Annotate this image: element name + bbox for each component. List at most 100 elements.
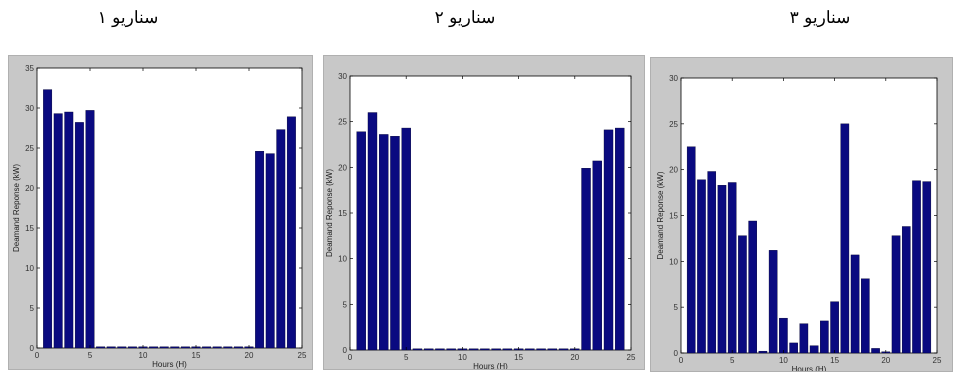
bar-hour-16 — [525, 348, 535, 351]
bar-hour-23 — [276, 129, 286, 349]
x-tick-label: 15 — [514, 353, 523, 362]
bar-hour-21 — [581, 168, 591, 351]
bar-hour-2 — [53, 113, 63, 349]
bar-hour-7 — [106, 346, 116, 349]
chart-panel-2: 0 5 10 15 20 25 0 5 10 15 20 25 30 Hours (H) Deamand R… — [323, 55, 645, 370]
bar-hour-8 — [435, 348, 445, 351]
bar-hour-18 — [223, 346, 233, 349]
bar-hour-8 — [758, 350, 768, 354]
y-tick-label: 5 — [30, 304, 35, 313]
bar-hour-2 — [367, 112, 378, 351]
y-tick-label: 10 — [338, 255, 347, 264]
bar-hour-22 — [592, 160, 602, 351]
y-tick-label: 35 — [25, 64, 34, 73]
x-tick-label: 20 — [245, 351, 254, 360]
x-tick-label: 25 — [933, 356, 942, 365]
bar-hour-5 — [727, 182, 737, 354]
x-tick-label: 25 — [298, 351, 307, 360]
bar-chart-3: 0 5 10 15 20 25 0 5 10 15 20 25 30 Hours (H) Deamand R… — [656, 74, 942, 371]
bar-hour-9 — [768, 250, 778, 354]
y-axis-label: Deamand Reponse (kW) — [656, 171, 665, 259]
bar-hour-16 — [840, 123, 850, 354]
bar-hour-23 — [603, 129, 614, 351]
y-tick-label: 5 — [674, 303, 679, 312]
bar-hour-13 — [170, 346, 180, 349]
y-tick-label: 5 — [343, 300, 348, 309]
bar-hour-15 — [830, 301, 839, 354]
bar-hour-4 — [390, 136, 400, 351]
y-tick-label: 20 — [669, 166, 678, 175]
bar-hour-6 — [96, 346, 106, 349]
bar-hour-24 — [615, 127, 625, 351]
bar-hour-14 — [820, 320, 829, 354]
bar-hour-21 — [891, 235, 901, 354]
x-tick-label: 5 — [404, 353, 409, 362]
x-tick-label: 5 — [730, 356, 735, 365]
x-tick-label: 20 — [881, 356, 890, 365]
bar-hour-6 — [738, 235, 747, 354]
bar-hour-12 — [799, 323, 809, 354]
bar-hour-3 — [379, 134, 389, 351]
bar-hour-7 — [748, 220, 757, 354]
chart-panel-1: 0 5 10 15 20 25 0 5 10 15 20 25 30 35 Hours (H) Deamand… — [8, 55, 313, 370]
bar-hour-13 — [809, 345, 819, 354]
y-tick-label: 20 — [25, 184, 34, 193]
x-tick-label: 10 — [458, 353, 467, 362]
bar-hour-9 — [127, 346, 137, 349]
y-axis-label: Deamand Reponse (kW) — [325, 169, 334, 257]
bar-hour-1 — [686, 146, 696, 354]
x-tick-label: 10 — [139, 351, 148, 360]
bar-hour-14 — [180, 346, 190, 349]
bar-hour-6 — [412, 348, 423, 351]
bar-hour-12 — [480, 348, 490, 351]
bar-hour-22 — [901, 226, 911, 354]
x-tick-label: 15 — [830, 356, 839, 365]
bar-hour-10 — [779, 317, 788, 354]
y-tick-label: 20 — [338, 163, 347, 172]
bar-hour-14 — [502, 348, 513, 351]
y-tick-label: 30 — [338, 72, 347, 81]
bar-hour-7 — [423, 348, 434, 351]
y-tick-label: 30 — [25, 104, 34, 113]
x-tick-label: 0 — [35, 351, 40, 360]
bar-hour-17 — [212, 346, 222, 349]
bar-hour-11 — [468, 348, 479, 351]
bar-hour-2 — [697, 179, 706, 354]
bar-hour-19 — [558, 348, 569, 351]
y-tick-label: 25 — [25, 144, 34, 153]
x-tick-label: 15 — [192, 351, 201, 360]
x-axis-label: Hours (H) — [792, 365, 827, 371]
bar-hour-18 — [861, 278, 870, 354]
bar-hour-24 — [286, 116, 296, 349]
bar-hour-5 — [85, 110, 95, 349]
bar-hour-8 — [117, 346, 127, 349]
x-axis-label: Hours (H) — [473, 362, 508, 369]
bar-hour-3 — [64, 111, 74, 349]
bar-hour-24 — [922, 181, 932, 354]
y-tick-label: 25 — [338, 118, 347, 127]
bar-hour-3 — [707, 171, 717, 354]
bar-hour-5 — [401, 127, 411, 351]
y-axis-label: Deamand Reponse (kW) — [12, 164, 21, 252]
x-tick-label: 0 — [679, 356, 684, 365]
bar-hour-13 — [491, 348, 501, 351]
bar-hour-12 — [159, 346, 169, 349]
scenario-title-1: سناریو ۱ — [97, 8, 159, 28]
x-tick-label: 10 — [779, 356, 788, 365]
y-tick-label: 0 — [343, 346, 348, 355]
y-tick-label: 10 — [669, 257, 678, 266]
bar-hour-22 — [265, 153, 275, 349]
bar-hour-9 — [446, 348, 456, 351]
bar-hour-17 — [536, 348, 546, 351]
scenario-title-2: سناریو ۲ — [434, 8, 496, 28]
bar-hour-11 — [789, 342, 798, 354]
bar-hour-16 — [202, 346, 212, 349]
y-tick-label: 15 — [669, 212, 678, 221]
bar-hour-18 — [547, 348, 558, 351]
x-tick-label: 5 — [88, 351, 93, 360]
bar-chart-2: 0 5 10 15 20 25 0 5 10 15 20 25 30 Hours (H) Deamand R… — [325, 72, 636, 369]
bar-hour-19 — [871, 348, 880, 354]
bar-chart-1: 0 5 10 15 20 25 0 5 10 15 20 25 30 35 Hours (H) Deamand… — [12, 64, 307, 369]
x-tick-label: 25 — [627, 353, 636, 362]
bar-hour-19 — [233, 346, 243, 349]
